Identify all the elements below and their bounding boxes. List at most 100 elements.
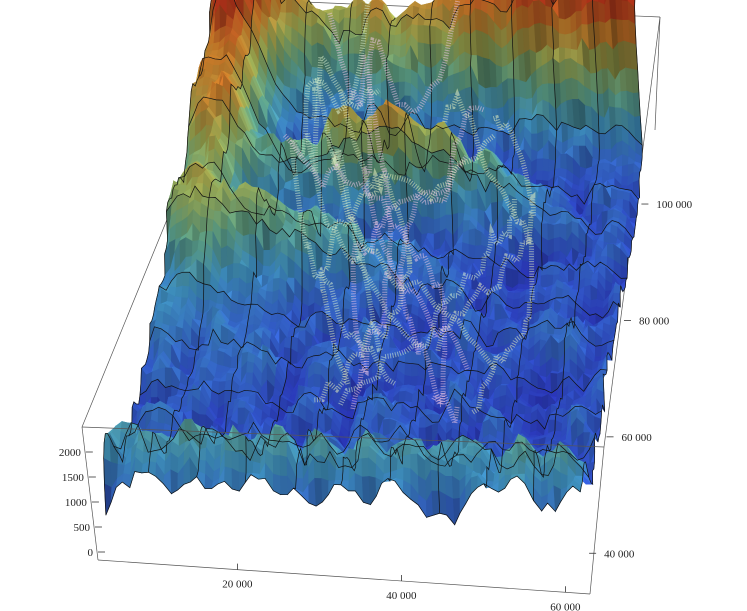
surface-cell [553, 327, 562, 336]
surface-cell [541, 170, 550, 182]
surface-cell [246, 361, 255, 374]
surface-cell [421, 216, 429, 236]
surface-cell [553, 223, 561, 239]
surface-cell [501, 44, 509, 68]
surface-cell [564, 16, 572, 36]
surface-cell [491, 265, 500, 277]
box-edge [654, 16, 661, 131]
surface-cell [535, 170, 544, 181]
surface-cell [436, 127, 444, 152]
surface-cell [215, 83, 224, 101]
surface-cell [203, 283, 211, 302]
surface-cell [474, 244, 482, 260]
surface-cell [232, 277, 240, 292]
surface-cell [392, 63, 400, 84]
surface-cell [404, 68, 412, 85]
surface-cell [564, 33, 572, 50]
surface-cell [427, 216, 435, 235]
surface-cell [561, 121, 569, 144]
surface-cell [512, 298, 521, 309]
surface-cell [224, 379, 233, 391]
surface-cell [615, 124, 623, 144]
surface-cell [220, 245, 228, 270]
surface-cell [522, 249, 530, 263]
surface-cell [536, 114, 544, 135]
surface-cell [490, 180, 498, 204]
surface-cell [341, 53, 349, 72]
surface-cell [475, 298, 483, 312]
surface-cell [199, 216, 208, 234]
surface-cell [174, 285, 183, 299]
surface-cell [553, 236, 561, 253]
surface-cell [175, 271, 184, 288]
surface-cell [471, 188, 479, 210]
surface-cell [199, 367, 208, 382]
surface-cell [591, 202, 599, 216]
surface-cell [616, 190, 625, 200]
surface-cell [519, 96, 527, 110]
surface-cell [564, 58, 572, 80]
surface-cell [463, 14, 471, 35]
surface-cell [492, 396, 501, 411]
surface-cell [571, 77, 579, 100]
surface-cell [542, 158, 550, 173]
surface-cell [311, 22, 318, 47]
surface-cell [484, 87, 493, 110]
surface-cell [598, 1, 606, 24]
surface-cell [398, 66, 406, 83]
surface-cell [353, 34, 361, 55]
surface-cell [513, 78, 521, 98]
surface-cell [531, 133, 539, 153]
surface-cell [216, 290, 225, 305]
surface-cell [540, 274, 548, 289]
surface-cell [191, 163, 200, 178]
surface-cell [404, 81, 412, 97]
surface-cell [521, 5, 530, 29]
surface-cell [519, 80, 527, 100]
surface-cell [331, 127, 340, 149]
surface-cell [423, 25, 431, 46]
surface-cell [468, 244, 476, 260]
surface-cell [545, 5, 553, 27]
surface-cell [507, 78, 515, 100]
surface-cell [621, 0, 630, 21]
surface-cell [463, 4, 471, 17]
surface-cell [470, 173, 478, 192]
surface-cell [241, 196, 250, 213]
surface-cell [519, 108, 527, 120]
surface-cell [463, 31, 472, 56]
surface-cell [436, 80, 444, 103]
surface-cell [232, 263, 241, 279]
surface-cell [357, 202, 365, 220]
surface-cell [458, 51, 466, 73]
surface-cell [285, 0, 293, 14]
surface-cell [459, 69, 466, 92]
surface-cell [336, 69, 344, 94]
surface-cell [563, 0, 572, 21]
surface-cell [185, 237, 193, 258]
surface-cell [575, 0, 583, 13]
surface-cell [382, 418, 391, 437]
surface-cell [313, 361, 322, 376]
surface-cell [388, 34, 396, 46]
surface-cell [468, 228, 476, 247]
surface-cell [424, 9, 432, 21]
surface-cell [216, 350, 225, 367]
surface-cell [597, 114, 606, 135]
surface-cell [505, 266, 514, 289]
surface-cell [558, 18, 566, 36]
surface-cell [433, 231, 441, 251]
surface-cell [560, 153, 568, 171]
surface-cell [237, 407, 246, 426]
surface-cell [241, 210, 250, 237]
surface-cell [490, 87, 499, 110]
surface-cell [404, 351, 413, 364]
surface-cell [464, 0, 471, 6]
surface-cell [411, 363, 419, 378]
surface-cell [394, 33, 402, 47]
surface-cell [610, 187, 618, 200]
surface-cell [547, 223, 555, 242]
surface-cell [598, 133, 606, 151]
surface-cell [164, 367, 173, 388]
surface-cell [614, 107, 623, 127]
